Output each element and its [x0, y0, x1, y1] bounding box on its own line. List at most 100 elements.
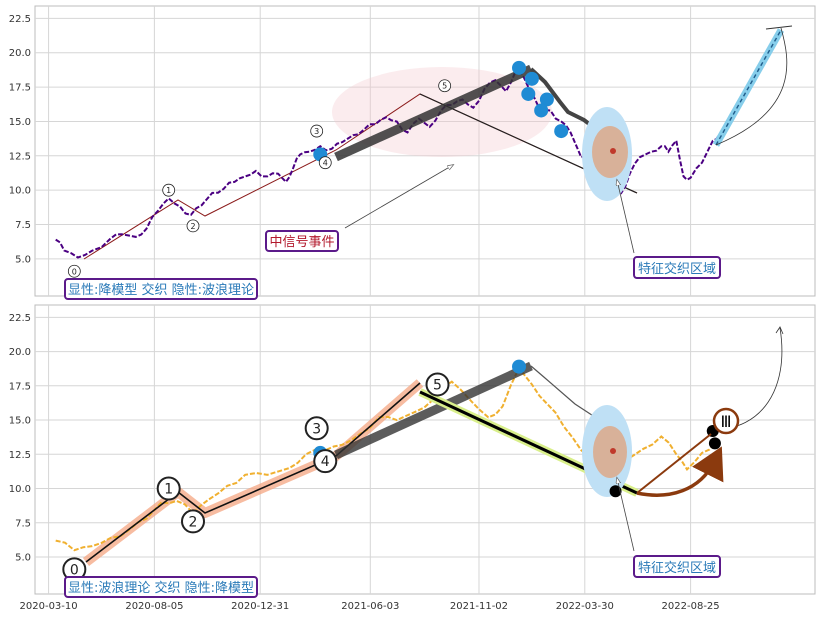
bottom-y-tick-label: 12.5 — [9, 450, 31, 461]
x-tick-label: 2020-03-10 — [20, 601, 78, 612]
top-wave-circle — [438, 79, 452, 93]
bottom-y-tick-label: 17.5 — [9, 381, 31, 392]
bottom-brown-curve — [636, 446, 724, 497]
bottom-wave-text: 0 — [70, 562, 79, 578]
top-wave-text: 4 — [323, 159, 328, 168]
bottom-region-center — [610, 448, 616, 454]
bottom-trend-band — [334, 361, 533, 460]
bottom-region-text: 特征交织区域 — [638, 560, 716, 576]
top-markers — [313, 60, 569, 162]
bottom-y-tick-label: 10.0 — [9, 484, 31, 495]
top-y-tick-label: 20.0 — [9, 48, 31, 59]
top-wave-circle — [67, 264, 81, 278]
bottom-wave-circle — [156, 476, 181, 501]
bottom-wave-label: 1 — [156, 476, 181, 501]
bottom-brown-line — [636, 433, 712, 494]
top-region-box: 特征交织区域 — [633, 256, 721, 279]
top-blue-marker — [512, 60, 527, 75]
top-wave-text: 2 — [190, 222, 195, 231]
top-panel: 5.0 7.5 10.0 12.5 15.0 17.5 20.0 22.5 0 1 2 3 4 5 — [9, 5, 816, 300]
top-y-tick-label: 5.0 — [15, 254, 31, 265]
top-projection-line — [715, 29, 782, 146]
bottom-wave-label: 5 — [425, 372, 450, 397]
top-y-tick-label: 7.5 — [15, 220, 31, 231]
top-y-tick-label: 17.5 — [9, 83, 31, 94]
top-projection-cap — [765, 25, 793, 30]
top-wave-text: 0 — [72, 267, 77, 276]
top-blue-marker — [524, 71, 539, 86]
top-region-text: 特征交织区域 — [638, 261, 716, 277]
bottom-y-tick-label: 15.0 — [9, 416, 31, 427]
bottom-black-marker — [708, 437, 721, 450]
bottom-wave-text: 4 — [321, 454, 330, 470]
x-tick-label: 2021-11-02 — [450, 601, 508, 612]
bottom-wave-line — [85, 382, 421, 563]
x-tick-label: 2020-08-05 — [125, 601, 183, 612]
top-wave-label: 0 — [67, 264, 81, 278]
top-wave-circle — [162, 183, 176, 197]
bottom-wave-circle — [425, 372, 450, 397]
x-tick-label: 2021-06-03 — [341, 601, 399, 612]
bottom-y-ticks: 5.0 7.5 10.0 12.5 15.0 17.5 20.0 22.5 — [9, 313, 31, 564]
bottom-wave-label: 4 — [313, 449, 338, 474]
bottom-wave-text: 3 — [312, 421, 321, 437]
bottom-region-box: 特征交织区域 — [633, 555, 721, 578]
bottom-y-tick-label: 7.5 — [15, 518, 31, 529]
top-blue-marker — [521, 86, 536, 101]
top-blue-marker — [534, 103, 549, 118]
bottom-wave-circle — [181, 509, 206, 534]
top-region-center — [610, 148, 616, 154]
top-blue-marker — [554, 124, 569, 139]
bottom-wave-labels: 0 12 3 4 5 — [62, 372, 450, 582]
top-projection-curve — [715, 27, 788, 146]
bottom-region-inner — [593, 426, 627, 478]
top-event-box: 中信号事件 — [265, 230, 339, 252]
top-plot-frame — [34, 5, 816, 297]
bottom-wave-label: 3 — [304, 416, 329, 441]
top-y-tick-label: 12.5 — [9, 151, 31, 162]
top-wave-label: 1 — [162, 183, 176, 197]
top-wave-circle — [310, 124, 324, 138]
top-blue-marker — [539, 92, 554, 107]
x-tick-label: 2022-03-30 — [556, 601, 614, 612]
top-wave-text: 5 — [442, 82, 447, 91]
bottom-blue-marker — [512, 359, 527, 374]
top-wave-label: 3 — [310, 124, 324, 138]
top-y-tick-label: 15.0 — [9, 117, 31, 128]
bottom-y-tick-label: 22.5 — [9, 313, 31, 324]
bottom-black-marker — [609, 485, 622, 498]
top-wave-text: 3 — [314, 127, 319, 136]
bottom-region-arrow — [617, 478, 635, 552]
bottom-y-tick-label: 5.0 — [15, 553, 31, 564]
top-y-tick-label: 10.0 — [9, 186, 31, 197]
bottom-wave-text: 5 — [433, 377, 442, 393]
top-region-arrow — [617, 180, 635, 254]
top-region-inner — [592, 126, 628, 178]
top-y-tick-label: 22.5 — [9, 14, 31, 25]
top-y-ticks: 5.0 7.5 10.0 12.5 15.0 17.5 20.0 22.5 — [9, 14, 31, 266]
top-wave-label: 2 — [186, 219, 200, 233]
top-wave-circle — [318, 156, 332, 170]
bottom-roman-text: Ⅲ — [720, 412, 731, 431]
top-event-arrow — [344, 165, 453, 229]
bottom-legend-box: 显性:波浪理论 交织 隐性:降模型 — [64, 576, 258, 598]
top-event-text: 中信号事件 — [269, 235, 334, 250]
bottom-wave-circle — [304, 416, 329, 441]
top-wave-text: 1 — [166, 186, 171, 195]
bottom-x-ticks: 2020-03-10 2020-08-05 2020-12-31 2021-06-03… — [20, 601, 720, 612]
top-wave-label: 4 — [318, 156, 332, 170]
x-tick-label: 2020-12-31 — [231, 601, 289, 612]
top-trend-band — [334, 64, 533, 162]
bottom-wave-text: 1 — [164, 482, 173, 498]
bottom-projection-head — [775, 326, 784, 335]
bottom-wave-text: 2 — [189, 514, 198, 530]
bottom-panel: 5.0 7.5 10.0 12.5 15.0 17.5 20.0 22.5 2020-03-1… — [9, 304, 816, 612]
top-legend-box: 显性:降模型 交织 隐性:波浪理论 — [64, 278, 258, 300]
bottom-plot-frame — [34, 304, 816, 595]
top-legend-text: 显性:降模型 交织 隐性:波浪理论 — [68, 282, 254, 298]
bottom-roman-marker: Ⅲ — [712, 407, 740, 435]
top-wave-circle — [186, 219, 200, 233]
bottom-wave-circle — [313, 449, 338, 474]
top-wave-labels: 0 1 2 3 4 5 — [67, 79, 452, 278]
